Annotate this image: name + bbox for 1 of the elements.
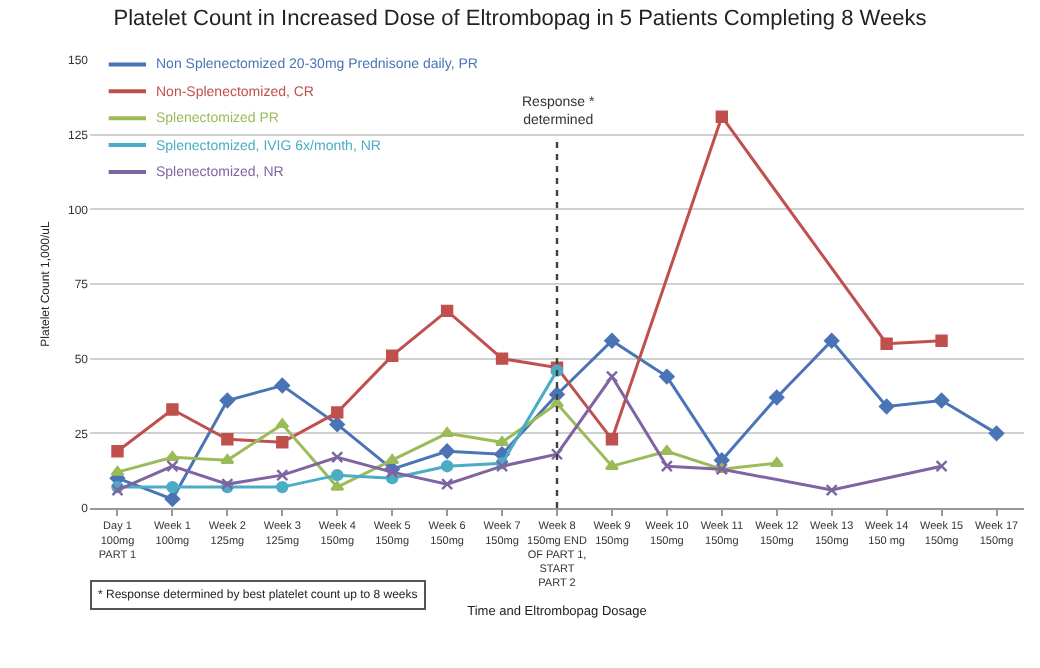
chart-title: Platelet Count in Increased Dose of Eltrombopag in 5 Patients Completing 8 Weeks: [113, 7, 928, 32]
